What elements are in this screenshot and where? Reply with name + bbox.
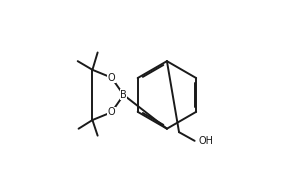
Text: OH: OH — [199, 136, 214, 146]
Text: O: O — [108, 73, 115, 83]
Text: O: O — [108, 107, 115, 117]
Text: B: B — [120, 90, 127, 100]
